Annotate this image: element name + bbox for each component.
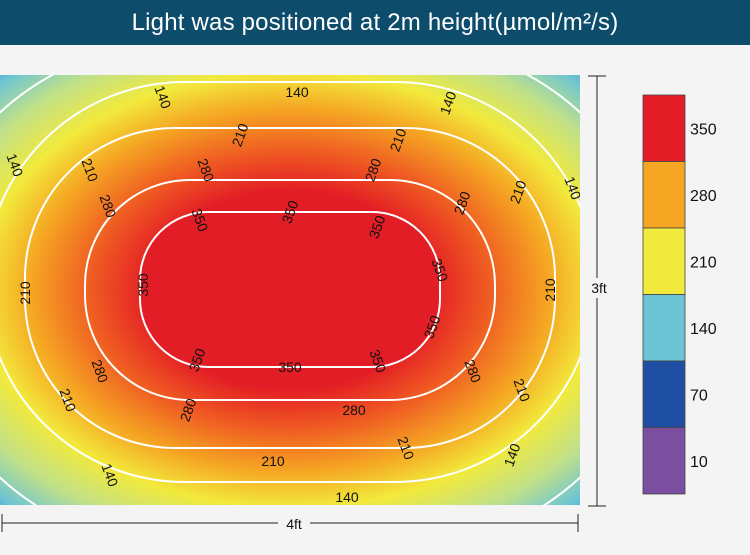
contour-label-210: 210 — [510, 376, 533, 404]
contour-label-210: 210 — [394, 434, 417, 462]
contour-label-350: 350 — [428, 256, 451, 284]
contour-label-350: 350 — [420, 313, 443, 341]
legend-label-10: 10 — [690, 454, 708, 471]
legend-label-70: 70 — [690, 387, 708, 404]
contour-label-350: 350 — [365, 213, 388, 241]
contour-label-280: 280 — [88, 357, 111, 385]
contour-label-280: 280 — [461, 357, 484, 385]
x-axis-label: 4ft — [286, 516, 302, 532]
contour-label-210: 210 — [506, 178, 529, 206]
contour-label-280: 280 — [361, 156, 384, 184]
contour-label-210: 210 — [386, 126, 409, 154]
contour-label-140: 140 — [500, 441, 523, 469]
legend-swatch-280 — [642, 161, 686, 229]
contour-label-210: 210 — [56, 386, 79, 414]
contour-label-280: 280 — [96, 192, 119, 220]
legend-swatch-350 — [642, 94, 686, 162]
contour-label-350: 350 — [278, 359, 302, 375]
legend-swatch-210 — [642, 227, 686, 295]
legend-label-210: 210 — [690, 254, 717, 271]
contour-label-350: 350 — [278, 198, 301, 226]
legend: 350 280 210 140 70 10 — [642, 94, 717, 495]
legend-swatch-140 — [642, 294, 686, 362]
contour-label-280: 280 — [450, 189, 473, 217]
legend-label-140: 140 — [690, 321, 717, 338]
contour-label-350: 350 — [185, 346, 208, 374]
contour-label-350: 350 — [366, 347, 389, 375]
contour-label-350: 350 — [135, 273, 151, 297]
contour-label-210: 210 — [78, 156, 101, 184]
contour-label-140: 140 — [98, 461, 121, 489]
legend-swatch-70 — [642, 360, 686, 428]
contour-label-280: 280 — [194, 156, 217, 184]
y-axis-label: 3ft — [591, 280, 607, 296]
contour-label-140: 140 — [335, 489, 359, 505]
contour-label-210: 210 — [542, 278, 558, 302]
contour-line-350 — [139, 211, 441, 368]
contour-line-140 — [0, 81, 580, 483]
legend-label-350: 350 — [690, 121, 717, 138]
contour-label-280: 280 — [176, 396, 199, 424]
contour-label-140: 140 — [151, 83, 174, 111]
legend-swatch-10 — [642, 427, 686, 495]
contour-line-210 — [24, 127, 556, 449]
contour-label-140: 140 — [436, 89, 459, 117]
legend-label-280: 280 — [690, 188, 717, 205]
heatmap-core — [140, 212, 440, 367]
contour-label-350: 350 — [188, 206, 211, 234]
contour-label-140: 140 — [285, 84, 309, 100]
chart-title: Light was positioned at 2m height(µmol/m… — [0, 0, 750, 45]
contour-label-210: 210 — [261, 453, 285, 469]
contour-label-140: 140 — [3, 151, 26, 179]
contour-label-210: 210 — [228, 121, 251, 149]
contour-label-280: 280 — [342, 402, 366, 418]
contour-line-280 — [84, 179, 496, 401]
contour-label-210: 210 — [17, 281, 33, 305]
